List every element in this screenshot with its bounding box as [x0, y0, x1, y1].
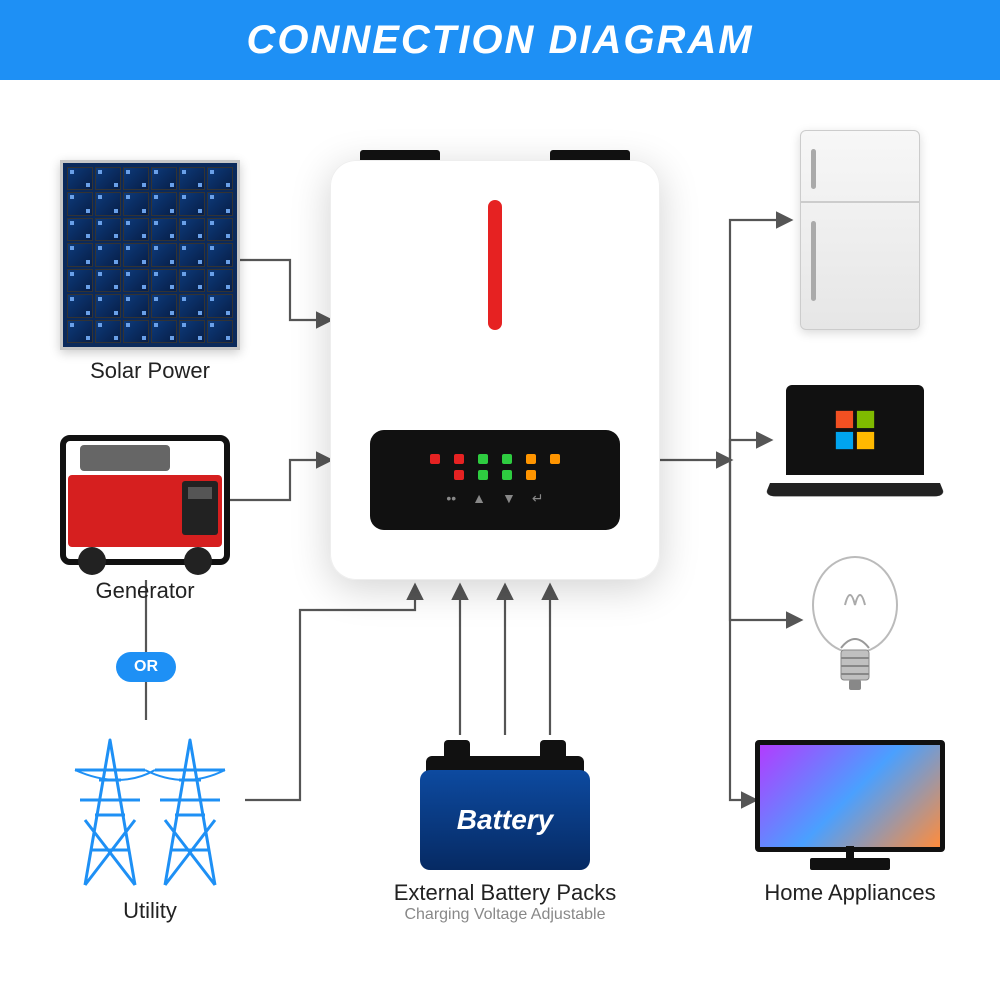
solar-label: Solar Power	[60, 358, 240, 384]
laptop-icon	[770, 385, 940, 505]
utility-label: Utility	[55, 898, 245, 924]
diagram-canvas: Solar Power Generator OR Utility	[0, 80, 1000, 1000]
battery-word: Battery	[457, 804, 553, 836]
generator-label: Generator	[60, 578, 230, 604]
inverter-icon: ••▲▼↵	[330, 160, 660, 580]
header-bar: CONNECTION DIAGRAM	[0, 0, 1000, 80]
appliances-label: Home Appliances	[740, 880, 960, 906]
generator-icon	[60, 435, 230, 565]
inverter-display: ••▲▼↵	[370, 430, 620, 530]
battery-label: External Battery Packs	[370, 880, 640, 906]
bulb-icon	[805, 550, 905, 700]
tv-icon	[755, 740, 945, 870]
battery-sublabel: Charging Voltage Adjustable	[370, 906, 640, 924]
solar-panel-icon	[60, 160, 240, 350]
fridge-icon	[800, 130, 920, 330]
battery-icon: Battery	[420, 740, 590, 870]
header-title: CONNECTION DIAGRAM	[246, 18, 753, 63]
or-badge: OR	[116, 652, 176, 682]
utility-icon	[55, 720, 245, 890]
